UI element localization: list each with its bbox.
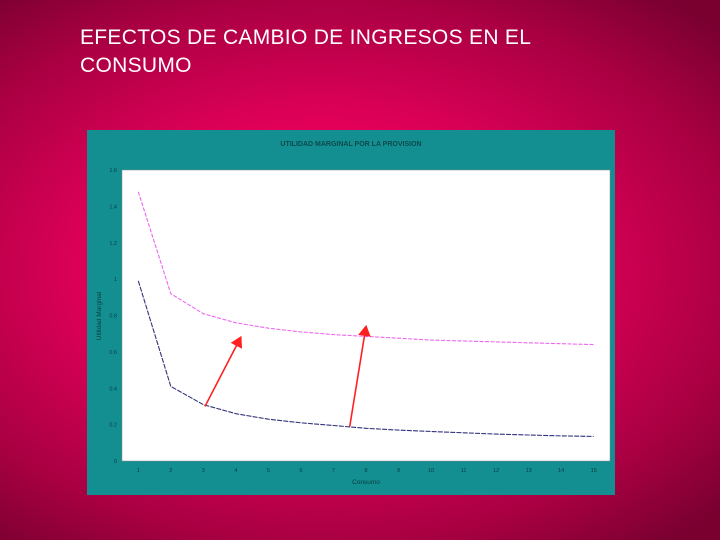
y-tick-label: 1 bbox=[114, 277, 117, 283]
x-tick-label: 3 bbox=[202, 468, 205, 474]
x-tick-label: 6 bbox=[299, 468, 302, 474]
y-tick-label: 1.6 bbox=[109, 168, 117, 174]
x-tick-label: 5 bbox=[267, 468, 270, 474]
x-tick-label: 14 bbox=[558, 468, 564, 474]
x-tick-label: 12 bbox=[493, 468, 499, 474]
x-tick-label: 7 bbox=[332, 468, 335, 474]
y-tick-label: 0.6 bbox=[109, 350, 117, 356]
x-tick-label: 13 bbox=[526, 468, 532, 474]
x-tick-label: 8 bbox=[364, 468, 367, 474]
x-tick-label: 11 bbox=[461, 468, 467, 474]
x-tick-label: 1 bbox=[137, 468, 140, 474]
x-tick-label: 15 bbox=[591, 468, 597, 474]
y-tick-label: 0.8 bbox=[109, 314, 117, 320]
x-axis-ticks: 1 2 3 4 5 6 7 8 9 10 11 12 13 14 15 bbox=[137, 468, 597, 474]
y-tick-label: 1.2 bbox=[109, 241, 117, 247]
x-axis-label: Consumo bbox=[352, 479, 380, 486]
slide-title: EFECTOS DE CAMBIO DE INGRESOS EN EL CONS… bbox=[80, 24, 640, 80]
y-tick-label: 0.2 bbox=[109, 423, 117, 429]
x-tick-label: 10 bbox=[428, 468, 434, 474]
y-axis-label: Utilidad Marginal bbox=[96, 291, 103, 340]
annotation-arrows bbox=[204, 324, 371, 427]
x-tick-label: 9 bbox=[397, 468, 400, 474]
plot-area bbox=[121, 169, 611, 462]
series-lower-line bbox=[137, 280, 594, 437]
y-tick-label: 0 bbox=[114, 459, 117, 465]
annotation-arrow bbox=[348, 324, 371, 427]
slide-title-line-2: CONSUMO bbox=[80, 54, 192, 77]
slide-title-line-1: EFECTOS DE CAMBIO DE INGRESOS EN EL bbox=[80, 26, 532, 49]
chart-title: UTILIDAD MARGINAL POR LA PROVISION bbox=[280, 141, 421, 148]
x-tick-label: 2 bbox=[169, 468, 172, 474]
annotation-arrow bbox=[204, 335, 243, 407]
x-tick-label: 4 bbox=[234, 468, 237, 474]
y-axis-ticks: 0 0.2 0.4 0.6 0.8 1 1.2 1.4 1.6 bbox=[109, 168, 117, 465]
y-tick-label: 1.4 bbox=[109, 204, 117, 210]
y-tick-label: 0.4 bbox=[109, 386, 117, 392]
